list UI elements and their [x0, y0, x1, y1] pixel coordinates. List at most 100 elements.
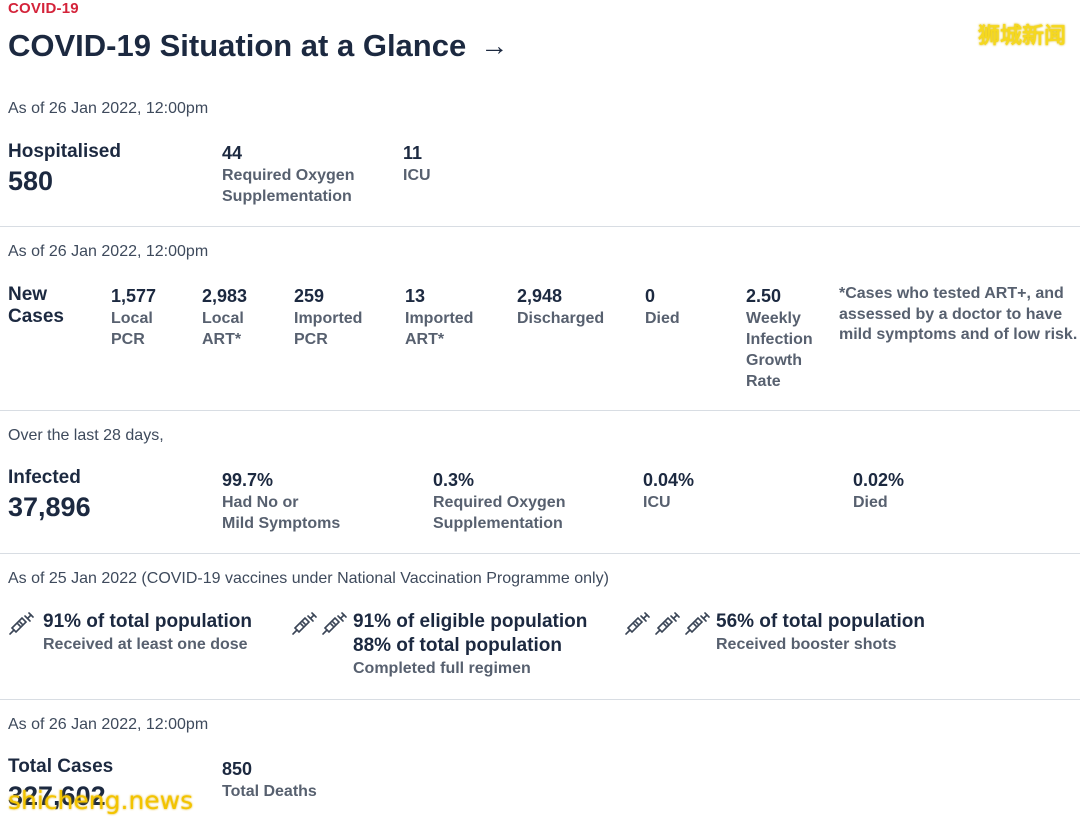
infected-item-value: 0.02% [853, 470, 905, 490]
infected-item: 0.04% ICU [643, 469, 694, 513]
icu-stat: 11 ICU [403, 142, 431, 186]
syringe-icon [292, 612, 317, 635]
vaccination-headline: 91% of eligible population [353, 611, 588, 632]
oxygen-label-line2: Supplementation [222, 188, 352, 205]
new-case-value: 1,577 [111, 286, 157, 306]
new-case-item: 2,948 Discharged [517, 285, 604, 329]
infected-label: Infected [8, 467, 81, 488]
divider [0, 226, 1080, 227]
infected-item-value: 0.3% [433, 470, 475, 490]
new-case-label: PCR [111, 331, 145, 348]
new-case-label: ART* [202, 331, 242, 348]
new-case-label: Discharged [517, 310, 605, 327]
new-case-label: Died [645, 310, 680, 327]
new-cases-asof: As of 26 Jan 2022, 12:00pm [8, 243, 209, 260]
syringe-icon-group [8, 610, 38, 636]
hospitalised-label: Hospitalised [8, 141, 121, 162]
new-case-value: 2,983 [202, 286, 248, 306]
divider [0, 410, 1080, 411]
syringe-icon [625, 612, 650, 635]
new-cases-label-line1: New [8, 284, 48, 305]
total-deaths-value: 850 [222, 759, 253, 779]
vaccination-headline: 56% of total population [716, 611, 925, 632]
syringe-icon-group [624, 610, 714, 636]
syringe-icon [655, 612, 680, 635]
page-title-text[interactable]: COVID-19 Situation at a Glance [8, 28, 467, 63]
infected-item: 99.7% Had No or Mild Symptoms [222, 469, 340, 534]
vaccination-text: 56% of total population Received booster… [716, 610, 925, 656]
watermark-logo-text: 狮城新闻 [977, 24, 1066, 49]
new-case-item: 13 Imported ART* [405, 285, 473, 350]
new-case-label: PCR [294, 331, 328, 348]
new-case-item: 259 Imported PCR [294, 285, 362, 350]
vaccination-headline: 88% of total population [353, 635, 562, 656]
art-footnote-line: mild symptoms and of low risk. [839, 326, 1078, 343]
new-case-item: 2.50 Weekly Infection Growth Rate [746, 285, 813, 392]
new-cases-label-line2: Cases [8, 306, 64, 327]
infected-item-label: Mild Symptoms [222, 515, 341, 532]
total-cases-label: Total Cases [8, 756, 114, 777]
new-case-value: 2,948 [517, 286, 563, 306]
infected-item-value: 0.04% [643, 470, 695, 490]
syringe-icon [322, 612, 347, 635]
vaccination-item: 56% of total population Received booster… [624, 610, 925, 656]
infected-item-label: Died [853, 494, 888, 511]
new-case-value: 259 [294, 286, 325, 306]
hospitalised-value: 580 [8, 166, 54, 196]
new-case-label: Local [202, 310, 244, 327]
new-case-label: Growth [746, 352, 802, 369]
total-deaths-stat: 850 Total Deaths [222, 758, 317, 802]
oxygen-stat: 44 Required Oxygen Supplementation [222, 142, 354, 207]
vaccination-text: 91% of total population Received at leas… [43, 610, 252, 656]
new-case-label: ART* [405, 331, 445, 348]
hospital-asof: As of 26 Jan 2022, 12:00pm [8, 100, 209, 117]
oxygen-value: 44 [222, 143, 243, 163]
infected-item: 0.02% Died [853, 469, 904, 513]
vaccination-item: 91% of total population Received at leas… [8, 610, 252, 656]
divider [0, 553, 1080, 554]
infected-item-label: Required Oxygen [433, 494, 566, 511]
icu-value: 11 [403, 143, 423, 163]
vaccination-subtext: Received booster shots [716, 636, 897, 653]
new-cases-label: New Cases [8, 284, 64, 328]
syringe-icon [9, 612, 34, 635]
new-case-item: 1,577 Local PCR [111, 285, 156, 350]
new-case-label: Imported [294, 310, 363, 327]
infected-item-label: ICU [643, 494, 671, 511]
new-case-item: 0 Died [645, 285, 680, 329]
new-case-value: 2.50 [746, 286, 782, 306]
art-footnote: *Cases who tested ART+, and assessed by … [839, 284, 1077, 346]
infected-item: 0.3% Required Oxygen Supplementation [433, 469, 565, 534]
art-footnote-line: *Cases who tested ART+, and [839, 285, 1064, 302]
watermark-site-text: shicheng.news [8, 786, 194, 815]
new-case-label: Local [111, 310, 153, 327]
total-asof: As of 26 Jan 2022, 12:00pm [8, 716, 209, 733]
art-footnote-line: assessed by a doctor to have [839, 305, 1063, 323]
new-case-value: 0 [645, 286, 656, 306]
new-case-label: Weekly [746, 310, 801, 327]
page-title[interactable]: COVID-19 Situation at a Glance → [8, 28, 508, 64]
vaccination-subtext: Received at least one dose [43, 636, 248, 653]
oxygen-label-line1: Required Oxygen [222, 167, 355, 184]
section-eyebrow: COVID-19 [8, 0, 79, 17]
arrow-right-icon[interactable]: → [480, 30, 509, 61]
new-case-label: Infection [746, 331, 813, 348]
infected-item-label: Supplementation [433, 515, 563, 532]
divider [0, 699, 1080, 700]
vaccination-item: 91% of eligible population 88% of total … [291, 610, 587, 680]
total-deaths-label: Total Deaths [222, 783, 317, 800]
vaccination-asof: As of 25 Jan 2022 (COVID-19 vaccines und… [8, 570, 609, 587]
vaccination-text: 91% of eligible population 88% of total … [353, 610, 587, 680]
new-case-label: Imported [405, 310, 474, 327]
infected-item-label: Had No or [222, 494, 299, 511]
vaccination-headline: 91% of total population [43, 611, 252, 632]
new-case-value: 13 [405, 286, 426, 306]
new-case-item: 2,983 Local ART* [202, 285, 247, 350]
new-case-label: Rate [746, 373, 781, 390]
vaccination-subtext: Completed full regimen [353, 660, 531, 677]
syringe-icon [685, 612, 710, 635]
infected-asof: Over the last 28 days, [8, 427, 164, 444]
infected-value: 37,896 [8, 492, 91, 522]
syringe-icon-group [291, 610, 351, 636]
infected-item-value: 99.7% [222, 470, 274, 490]
